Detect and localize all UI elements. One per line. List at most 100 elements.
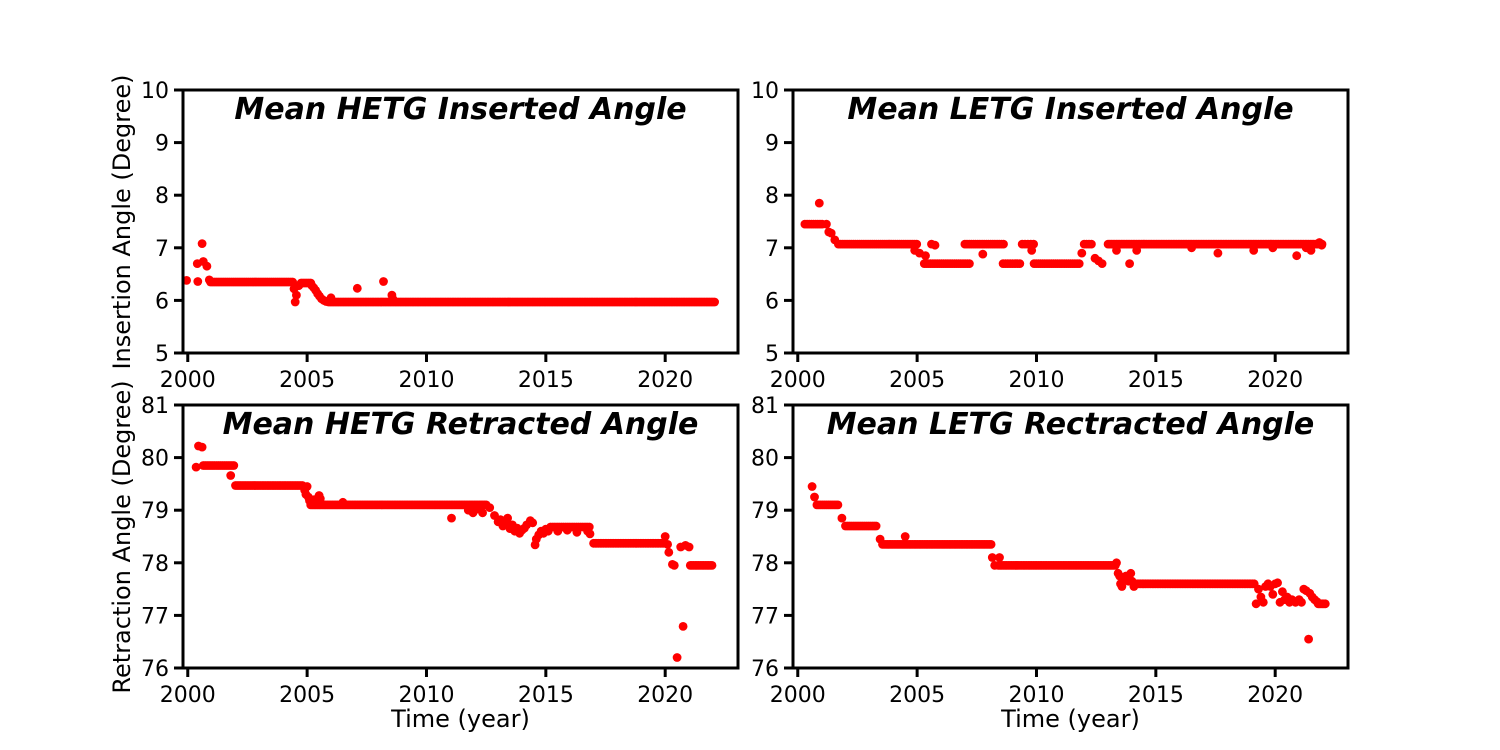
chart-title-letg-inserted: Mean LETG Inserted Angle xyxy=(847,92,1294,127)
chart-title-letg-retracted: Mean LETG Rectracted Angle xyxy=(826,407,1315,442)
data-point xyxy=(664,547,674,557)
data-point xyxy=(1112,246,1121,255)
x-tick-label: 2010 xyxy=(1008,368,1064,393)
y-tick-label: 79 xyxy=(751,499,779,524)
data-point xyxy=(1125,259,1134,268)
x-tick-label: 2020 xyxy=(1247,368,1303,393)
data-point xyxy=(485,503,495,512)
data-point xyxy=(1126,568,1136,578)
data-point xyxy=(1015,259,1025,268)
axes-frame xyxy=(181,403,740,670)
x-tick-label: 2010 xyxy=(398,683,454,708)
data-point xyxy=(990,561,1000,570)
data-point xyxy=(1074,259,1084,268)
chart-title-hetg-retracted: Mean HETG Retracted Angle xyxy=(222,407,699,442)
ticks-hetg-inserted: 2000 2005 2010 2015 2020 5 6 7 8 9 10 xyxy=(141,79,693,393)
x-tick-label: 2000 xyxy=(160,368,216,393)
data-point xyxy=(807,482,817,491)
x-tick-label: 2015 xyxy=(518,368,574,393)
series-points-hetg-retracted xyxy=(191,441,717,662)
data-point xyxy=(1312,597,1322,607)
data-point xyxy=(1077,248,1087,258)
x-tick-label: 2000 xyxy=(770,683,826,708)
y-axis-label-retraction: Retraction Angle (Degree) xyxy=(108,380,136,694)
y-tick-label: 79 xyxy=(141,499,169,524)
data-point xyxy=(229,461,239,470)
data-point xyxy=(986,540,996,549)
data-point xyxy=(352,283,362,293)
data-point xyxy=(987,553,997,562)
x-axis-label-right: Time (year) xyxy=(1001,705,1140,733)
data-point xyxy=(822,219,831,229)
data-point xyxy=(672,653,682,662)
axes-hetg-inserted: 2000 2005 2010 2015 2020 5 6 7 8 9 10 xyxy=(141,79,740,393)
data-point xyxy=(302,482,312,491)
x-tick-label: 2005 xyxy=(889,683,945,708)
data-point xyxy=(1292,251,1302,261)
x-tick-label: 2000 xyxy=(160,683,216,708)
data-point xyxy=(572,527,582,537)
data-point xyxy=(930,240,940,250)
data-point xyxy=(707,561,717,570)
data-point xyxy=(226,471,236,480)
data-point xyxy=(1304,634,1313,644)
data-point xyxy=(447,513,456,523)
data-point xyxy=(478,508,487,518)
data-point xyxy=(585,529,595,539)
data-point xyxy=(995,553,1004,562)
y-tick-label: 77 xyxy=(751,604,779,629)
y-tick-label: 78 xyxy=(141,552,169,577)
data-point xyxy=(684,542,694,552)
data-point xyxy=(669,561,679,570)
data-point xyxy=(1132,246,1142,255)
data-point xyxy=(826,228,836,238)
data-point xyxy=(1258,597,1268,607)
data-point xyxy=(1027,246,1037,255)
x-tick-label: 2020 xyxy=(637,683,693,708)
data-point xyxy=(202,261,212,271)
x-tick-label: 2015 xyxy=(1128,368,1184,393)
y-tick-label: 9 xyxy=(155,132,169,157)
axes-frame xyxy=(791,403,1350,670)
data-point xyxy=(1117,582,1127,591)
y-tick-label: 81 xyxy=(141,394,169,419)
data-point xyxy=(1268,243,1278,253)
data-point xyxy=(678,622,688,631)
y-axis-label-insertion: Insertion Angle (Degree) xyxy=(108,74,136,370)
data-point xyxy=(871,521,881,531)
data-point xyxy=(528,518,538,528)
data-point xyxy=(921,251,930,261)
data-point xyxy=(1129,582,1139,591)
x-tick-label: 2000 xyxy=(770,368,826,393)
x-tick-label: 2005 xyxy=(279,368,335,393)
axes-hetg-retracted: 2000 2005 2010 2015 2020 76 77 78 79 80 81 xyxy=(141,394,740,708)
data-point xyxy=(810,492,819,502)
y-tick-label: 10 xyxy=(141,79,169,104)
y-tick-label: 8 xyxy=(155,184,169,209)
x-tick-label: 2015 xyxy=(1128,683,1184,708)
data-point xyxy=(965,259,974,268)
data-point xyxy=(326,293,336,303)
data-point xyxy=(562,525,572,535)
ticks-letg-retracted: 2000 2005 2010 2015 2020 76 77 78 79 80 81 xyxy=(751,394,1303,708)
data-point xyxy=(197,239,207,249)
x-tick-label: 2010 xyxy=(1008,683,1064,708)
y-tick-label: 77 xyxy=(141,604,169,629)
data-point xyxy=(503,513,512,523)
data-point xyxy=(1306,246,1316,255)
data-point xyxy=(290,297,300,307)
x-tick-label: 2015 xyxy=(518,683,574,708)
y-tick-label: 80 xyxy=(141,447,169,472)
x-axis-label-left: Time (year) xyxy=(391,705,530,733)
data-point xyxy=(710,297,719,307)
data-point xyxy=(978,249,988,259)
data-point xyxy=(338,497,348,507)
data-point xyxy=(1273,578,1282,588)
y-tick-label: 5 xyxy=(155,342,169,367)
axes-letg-retracted: 2000 2005 2010 2015 2020 76 77 78 79 80 81 xyxy=(751,394,1350,708)
y-tick-label: 7 xyxy=(155,237,169,262)
x-tick-label: 2010 xyxy=(398,368,454,393)
data-point xyxy=(1320,599,1330,609)
ticks-hetg-retracted: 2000 2005 2010 2015 2020 76 77 78 79 80 81 xyxy=(141,394,693,708)
